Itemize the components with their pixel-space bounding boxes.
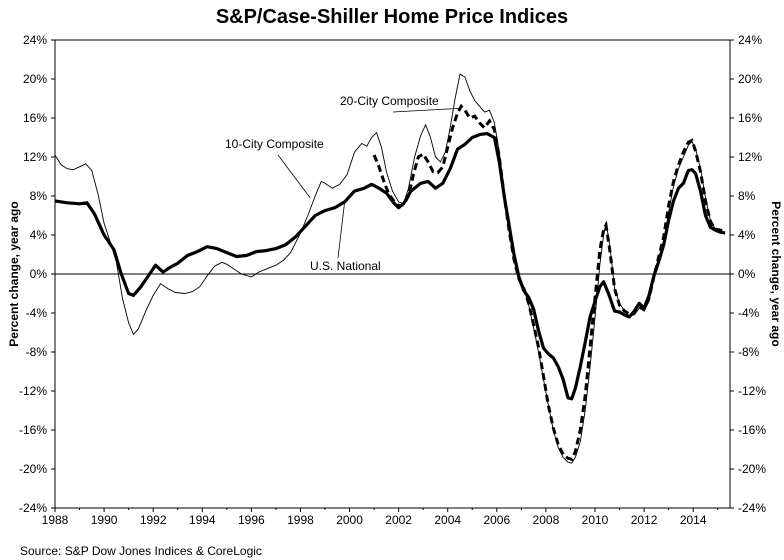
x-tick-label: 1992 (140, 513, 167, 527)
series-line-20-city-composite (372, 103, 726, 462)
y-tick-label-right: 8% (738, 189, 756, 203)
axes-layer: -24% -24% -20% -20% -16% -16% -12% -12% -8% -8% -4… (7, 33, 783, 527)
x-tick-label: 2004 (434, 513, 461, 527)
y-tick-label-right: 20% (738, 72, 762, 86)
x-tick-label: 1998 (287, 513, 314, 527)
x-tick-label: 2002 (385, 513, 412, 527)
x-tick-label: 1996 (238, 513, 265, 527)
y-tick-label-right: -20% (738, 462, 766, 476)
x-tick-label: 2012 (631, 513, 658, 527)
x-tick-label: 1994 (189, 513, 216, 527)
y-tick-label-left: 24% (23, 33, 47, 47)
x-tick-label: 1990 (91, 513, 118, 527)
y-tick-label-right: -12% (738, 384, 766, 398)
y-tick-label-right: -16% (738, 423, 766, 437)
y-tick-label-right: 12% (738, 150, 762, 164)
y-tick-label-left: -20% (19, 462, 47, 476)
y-tick-label-left: 4% (30, 228, 48, 242)
y-axis-title-left: Percent change, year ago (7, 201, 21, 346)
y-tick-label-right: -4% (738, 306, 760, 320)
annotation-label-10-city-composite: 10-City Composite (225, 137, 324, 151)
y-tick-label-left: 20% (23, 72, 47, 86)
series-line-10-city-composite (54, 73, 726, 464)
chart-title: S&P/Case-Shiller Home Price Indices (215, 6, 569, 28)
y-tick-label-right: 4% (738, 228, 756, 242)
y-tick-label-left: -8% (26, 345, 48, 359)
x-tick-label: 2006 (483, 513, 510, 527)
y-tick-label-left: -24% (19, 501, 47, 515)
x-tick-label: 2014 (680, 513, 707, 527)
y-tick-label-right: 24% (738, 33, 762, 47)
x-tick-label: 1988 (42, 513, 69, 527)
y-tick-label-left: 16% (23, 111, 47, 125)
annotation-leader-10-city-composite (277, 154, 311, 199)
series-line-u-s-national (54, 132, 726, 401)
y-tick-label-right: 0% (738, 267, 756, 281)
source-note: Source: S&P Dow Jones Indices & CoreLogi… (20, 544, 262, 558)
annotation-label-20-city-composite: 20-City Composite (340, 94, 439, 108)
annotation-leader-u-s-national (337, 201, 346, 259)
y-tick-label-left: 0% (30, 267, 48, 281)
y-tick-label-left: -4% (26, 306, 48, 320)
series-layer (54, 73, 726, 464)
y-tick-label-right: -24% (738, 501, 766, 515)
y-tick-label-left: -16% (19, 423, 47, 437)
x-tick-label: 2010 (582, 513, 609, 527)
x-tick-label: 2008 (533, 513, 560, 527)
y-tick-label-left: 8% (30, 189, 48, 203)
y-tick-label-left: 12% (23, 150, 47, 164)
x-tick-label: 2000 (336, 513, 363, 527)
y-tick-label-right: 16% (738, 111, 762, 125)
annotation-layer: 20-City Composite 10-City Composite U.S. N… (225, 94, 462, 273)
y-axis-title-right: Percent change, year ago (769, 201, 783, 346)
y-tick-label-right: -8% (738, 345, 760, 359)
annotation-label-u-s-national: U.S. National (310, 259, 381, 273)
annotation-leader-20-city-composite (392, 107, 462, 113)
y-tick-label-left: -12% (19, 384, 47, 398)
